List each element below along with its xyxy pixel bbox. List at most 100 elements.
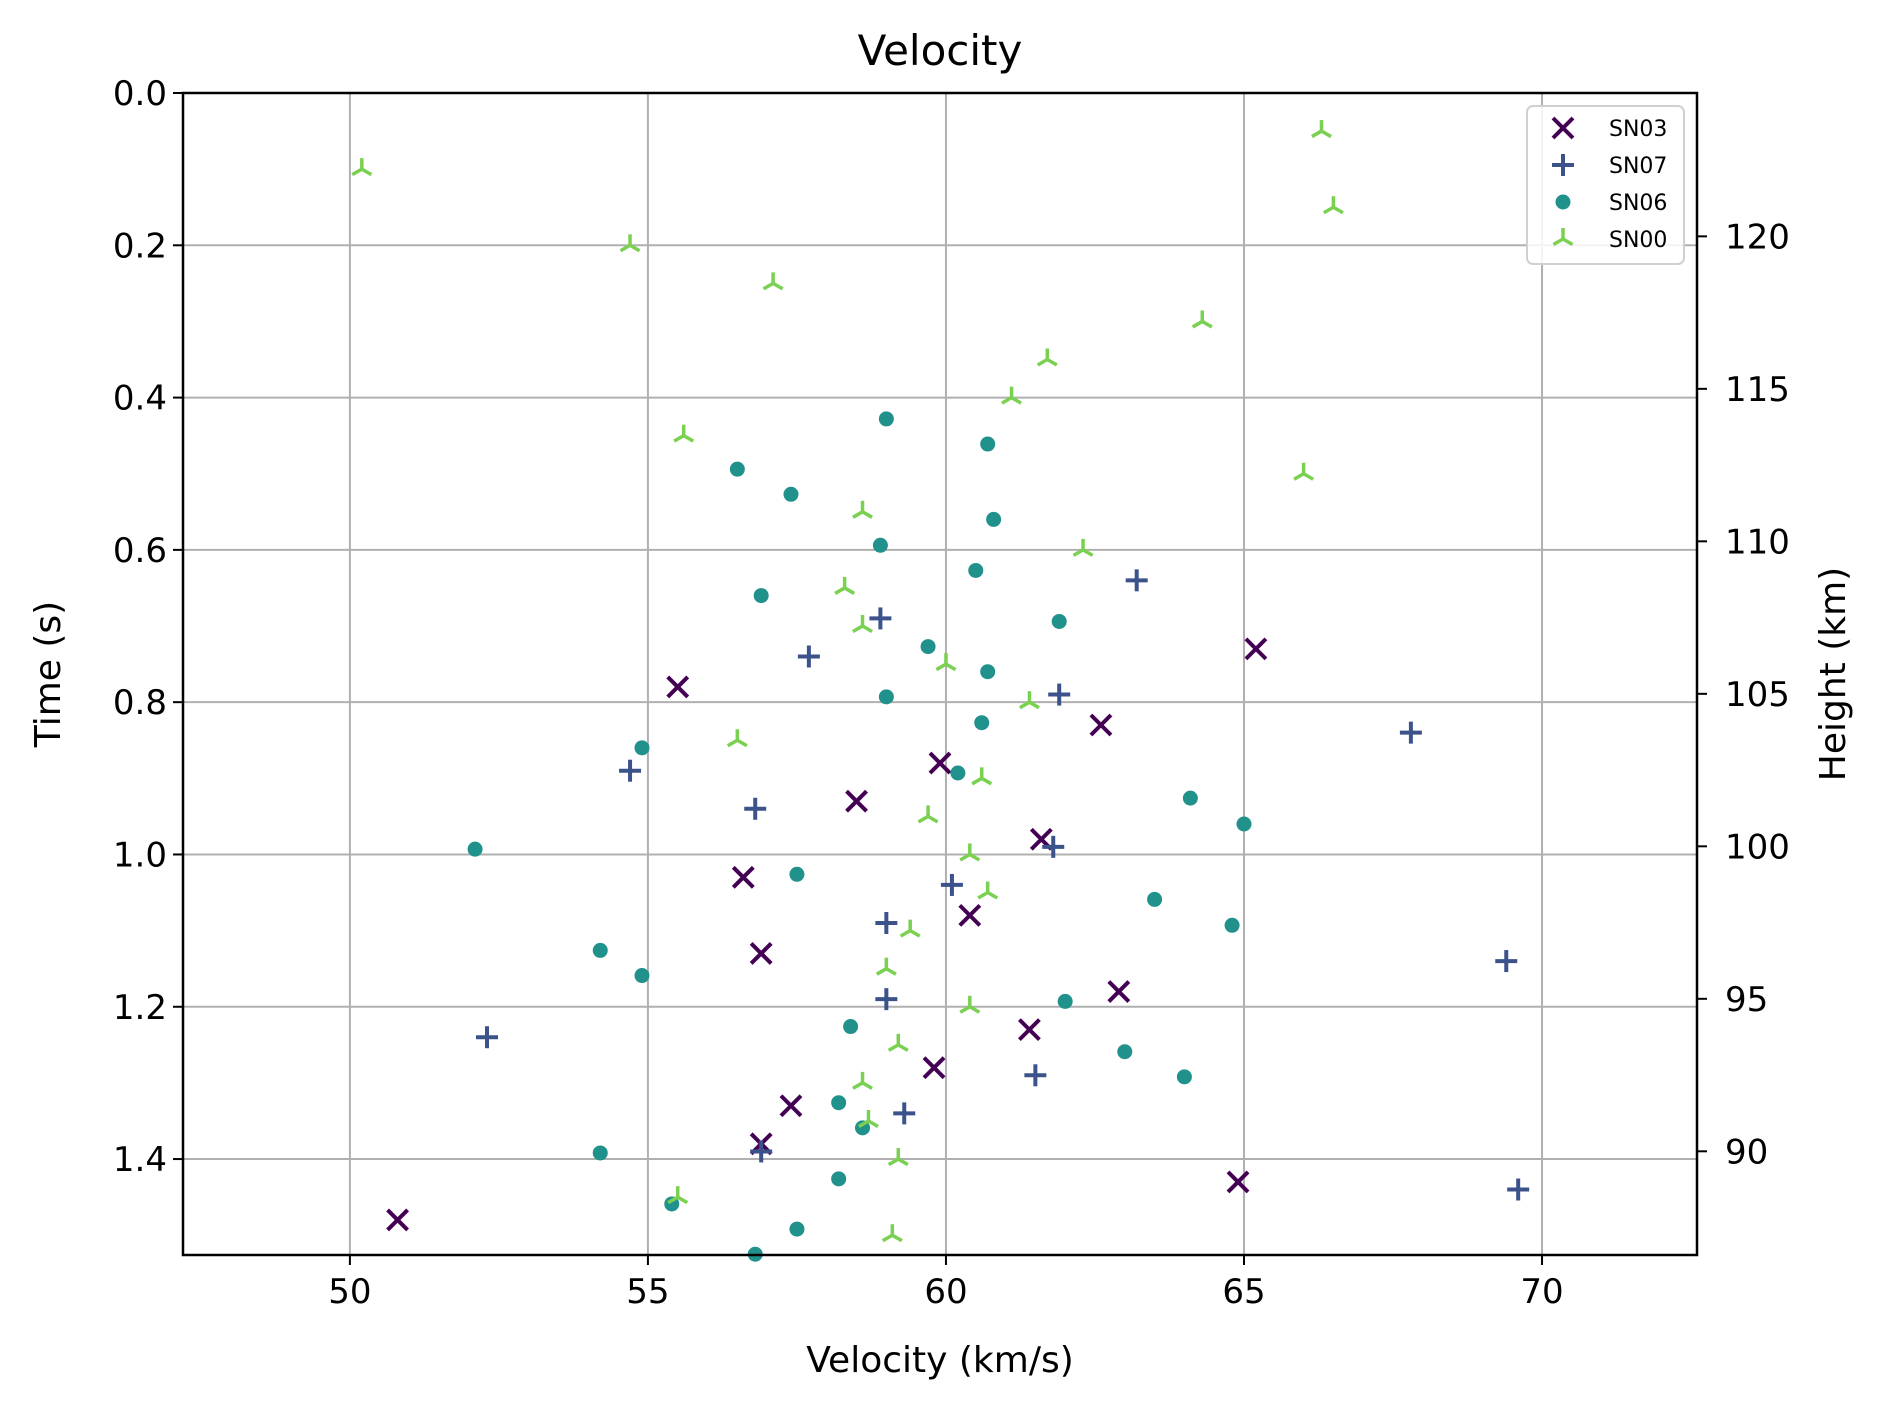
- x-axis-label: Velocity (km/s): [806, 1340, 1074, 1381]
- x-tick-label: 65: [1222, 1272, 1265, 1312]
- data-point: [968, 562, 984, 578]
- y-tick-label: 1.2: [113, 988, 167, 1028]
- data-point: [834, 576, 856, 595]
- y-tick-label: 0.4: [113, 379, 167, 419]
- series-sn03: [386, 637, 1268, 1232]
- data-point: [753, 588, 769, 604]
- data-point: [917, 805, 939, 824]
- data-point: [634, 968, 650, 984]
- series-sn06: [467, 411, 1252, 1262]
- data-point: [893, 1102, 916, 1125]
- data-point: [1224, 917, 1240, 933]
- data-point: [958, 903, 982, 927]
- legend-box: [1526, 105, 1685, 265]
- data-point: [1048, 683, 1071, 706]
- data-point: [922, 1056, 946, 1080]
- data-point: [1001, 386, 1022, 405]
- data-point: [762, 272, 784, 291]
- x-tick-label: 50: [328, 1272, 371, 1312]
- data-point: [875, 957, 897, 976]
- y2-tick-label: 95: [1725, 980, 1768, 1020]
- data-point: [852, 500, 873, 519]
- data-point: [959, 843, 981, 862]
- y2-tick-label: 115: [1725, 370, 1790, 410]
- data-point: [1024, 1064, 1047, 1087]
- data-point: [779, 1094, 803, 1118]
- data-points: [351, 120, 1530, 1262]
- data-point: [386, 1208, 409, 1232]
- data-point: [971, 767, 993, 786]
- data-point: [980, 436, 996, 452]
- data-point: [1018, 691, 1040, 710]
- data-point: [789, 866, 805, 882]
- data-point: [667, 1186, 689, 1205]
- legend-marker: [1552, 154, 1574, 176]
- data-point: [986, 511, 1002, 527]
- data-point: [1125, 569, 1148, 592]
- y-tick-label: 1.4: [113, 1140, 167, 1180]
- data-point: [881, 1224, 903, 1243]
- data-point: [928, 751, 952, 775]
- data-point: [1322, 196, 1344, 215]
- legend-label: SN03: [1609, 117, 1667, 142]
- data-point: [744, 797, 767, 820]
- data-point: [1507, 1178, 1530, 1201]
- data-point: [750, 1140, 773, 1163]
- data-point: [726, 729, 748, 748]
- legend-label: SN07: [1609, 154, 1667, 179]
- legend: SN03 SN07 SN06 SN00: [1526, 105, 1685, 265]
- y-tick-label: 1.0: [113, 835, 167, 875]
- series-sn07: [475, 569, 1530, 1201]
- data-point: [974, 715, 990, 731]
- data-point: [920, 639, 936, 655]
- legend-label: SN00: [1609, 228, 1667, 253]
- data-point: [950, 765, 966, 781]
- y-tick-label: 0.6: [113, 531, 167, 571]
- data-point: [1236, 816, 1252, 832]
- y-axis-ticks: 0.0 0.2 0.4 0.6 0.8 1.0 1.2 1.4: [113, 74, 183, 1180]
- y2-tick-label: 105: [1725, 675, 1790, 715]
- data-point: [875, 988, 898, 1011]
- data-point: [475, 1026, 498, 1049]
- data-point: [959, 995, 981, 1014]
- data-point: [940, 873, 963, 896]
- data-point: [731, 865, 755, 889]
- data-point: [619, 234, 641, 253]
- data-point: [1036, 348, 1058, 367]
- data-point: [789, 1221, 805, 1237]
- data-point: [1226, 1170, 1250, 1194]
- data-point: [1311, 120, 1332, 139]
- data-point: [977, 881, 999, 900]
- y2-tick-label: 120: [1725, 217, 1790, 257]
- data-point: [980, 664, 996, 680]
- data-point: [887, 1033, 909, 1052]
- data-point: [592, 1145, 608, 1161]
- data-point: [1244, 637, 1268, 661]
- data-point: [729, 461, 745, 477]
- data-point: [899, 919, 921, 938]
- legend-marker: [1555, 194, 1571, 210]
- y2-tick-label: 90: [1725, 1132, 1768, 1172]
- y2-axis-label: Height (km): [1813, 567, 1854, 781]
- y-tick-label: 0.0: [113, 74, 167, 114]
- data-point: [1072, 538, 1094, 557]
- x-tick-label: 60: [924, 1272, 967, 1312]
- data-point: [869, 607, 892, 630]
- data-point: [1117, 1044, 1133, 1060]
- data-point: [634, 740, 650, 756]
- data-point: [875, 912, 898, 934]
- y-axis-label: Time (s): [28, 601, 69, 748]
- data-point: [1176, 1069, 1192, 1085]
- data-point: [935, 653, 957, 672]
- data-point: [887, 1148, 909, 1167]
- data-point: [852, 615, 873, 634]
- x-axis-ticks: 50 55 60 65 70: [328, 1255, 1564, 1312]
- data-point: [666, 675, 690, 699]
- data-point: [1182, 790, 1198, 806]
- data-point: [673, 424, 695, 443]
- data-point: [1042, 835, 1065, 858]
- y2-tick-label: 110: [1725, 522, 1790, 562]
- legend-label: SN06: [1609, 191, 1667, 216]
- data-point: [1051, 613, 1067, 629]
- series-sn00: [351, 120, 1344, 1243]
